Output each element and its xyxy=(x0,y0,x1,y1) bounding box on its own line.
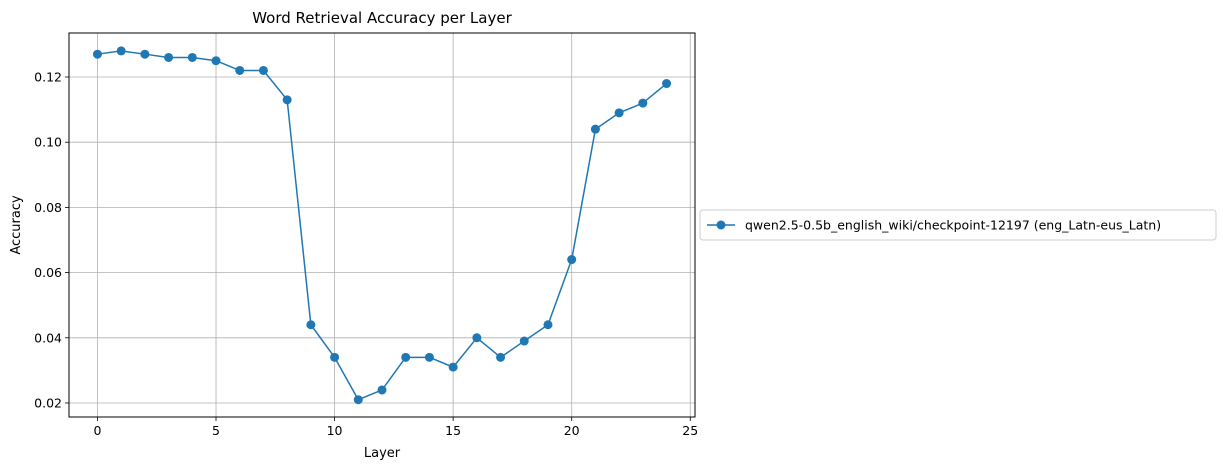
data-point xyxy=(377,385,387,395)
data-point xyxy=(92,49,102,59)
data-point xyxy=(353,395,363,405)
data-series xyxy=(92,46,672,405)
y-tick-label: 0.12 xyxy=(34,70,62,85)
chart-title: Word Retrieval Accuracy per Layer xyxy=(252,9,512,27)
data-point xyxy=(448,362,458,372)
data-point xyxy=(614,108,624,118)
y-tick-label: 0.08 xyxy=(34,200,62,215)
legend-entry: qwen2.5-0.5b_english_wiki/checkpoint-121… xyxy=(745,218,1161,233)
y-tick-label: 0.04 xyxy=(34,330,62,345)
y-tick-label: 0.06 xyxy=(34,265,62,280)
data-point xyxy=(424,352,434,362)
y-axis-label: Accuracy xyxy=(9,195,24,255)
x-tick-label: 25 xyxy=(682,423,698,438)
x-axis-ticks: 0 5 10 15 20 25 xyxy=(93,417,698,438)
y-tick-label: 0.02 xyxy=(34,395,62,410)
x-tick-label: 20 xyxy=(564,423,580,438)
data-point xyxy=(306,320,316,330)
data-point xyxy=(258,65,268,75)
x-tick-label: 0 xyxy=(93,423,101,438)
data-point xyxy=(590,124,600,134)
data-point xyxy=(116,46,126,56)
data-point xyxy=(472,333,482,343)
legend-marker-swatch xyxy=(716,220,726,230)
data-point xyxy=(662,79,672,89)
data-point xyxy=(567,255,577,265)
x-tick-label: 10 xyxy=(327,423,343,438)
grid-lines xyxy=(69,33,695,417)
y-axis-ticks: 0.02 0.04 0.06 0.08 0.10 0.12 xyxy=(34,70,69,410)
plot-frame xyxy=(68,32,696,418)
data-point xyxy=(496,352,506,362)
data-point xyxy=(164,52,174,62)
x-tick-label: 15 xyxy=(445,423,461,438)
data-point xyxy=(519,336,529,346)
data-point xyxy=(638,98,648,108)
data-point xyxy=(282,95,292,105)
data-point xyxy=(187,52,197,62)
data-point xyxy=(401,352,411,362)
x-axis-label: Layer xyxy=(364,446,401,461)
y-tick-label: 0.10 xyxy=(34,135,62,150)
data-point xyxy=(235,65,245,75)
data-point xyxy=(330,352,340,362)
legend: qwen2.5-0.5b_english_wiki/checkpoint-121… xyxy=(699,209,1217,241)
x-tick-label: 5 xyxy=(212,423,220,438)
data-point xyxy=(543,320,553,330)
legend-box xyxy=(699,209,1217,241)
data-point xyxy=(211,56,221,66)
data-point xyxy=(140,49,150,59)
